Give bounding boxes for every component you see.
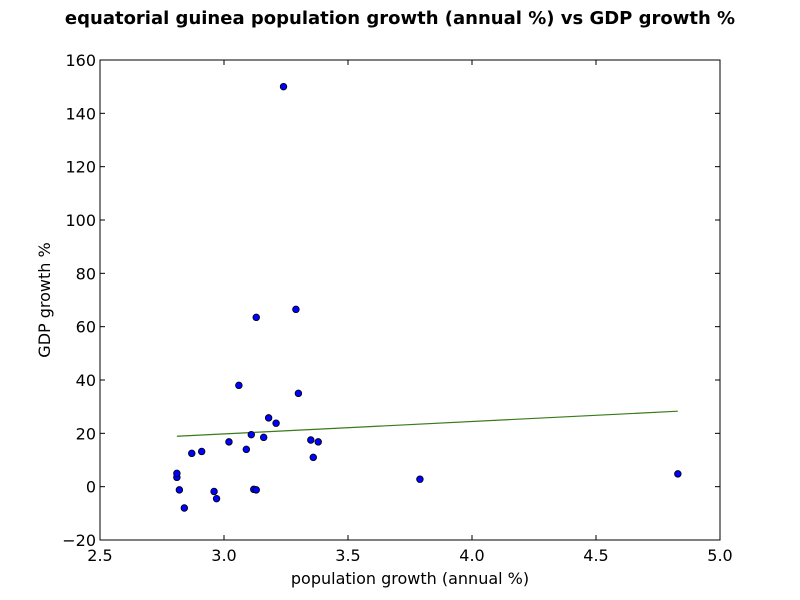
y-tick-label: 140 bbox=[65, 104, 96, 123]
data-point bbox=[279, 82, 288, 91]
data-point bbox=[292, 305, 300, 314]
y-tick-label: 160 bbox=[65, 51, 96, 70]
x-tick-label: 3.0 bbox=[211, 546, 236, 565]
data-point bbox=[309, 453, 317, 462]
data-point bbox=[252, 313, 260, 322]
x-tick-label: 4.5 bbox=[583, 546, 608, 565]
data-point bbox=[242, 445, 251, 454]
y-tick-label: 40 bbox=[76, 371, 96, 390]
x-tick-label: 5.0 bbox=[707, 546, 732, 565]
x-axis-label: population growth (annual %) bbox=[291, 569, 529, 588]
data-point bbox=[175, 486, 184, 494]
data-point bbox=[212, 494, 221, 503]
y-tick-label: 60 bbox=[76, 318, 96, 337]
data-point bbox=[225, 438, 233, 446]
data-point bbox=[247, 430, 255, 439]
data-point bbox=[307, 436, 315, 444]
y-axis-label: GDP growth % bbox=[35, 242, 54, 357]
y-tick-label: 0 bbox=[86, 478, 96, 497]
data-point bbox=[272, 419, 280, 427]
data-point bbox=[264, 414, 273, 422]
data-point bbox=[416, 475, 424, 483]
data-point bbox=[188, 449, 196, 458]
x-tick-label: 4.0 bbox=[459, 546, 484, 565]
y-tick-label: 120 bbox=[65, 158, 96, 177]
plot-frame bbox=[99, 59, 721, 541]
data-point bbox=[674, 470, 682, 478]
data-point bbox=[210, 487, 218, 496]
data-point bbox=[173, 469, 181, 478]
data-point bbox=[252, 486, 260, 494]
y-tick-label: 80 bbox=[76, 264, 96, 283]
data-point bbox=[314, 438, 322, 446]
data-point bbox=[235, 381, 243, 390]
data-point bbox=[259, 433, 268, 442]
trend-line bbox=[176, 410, 678, 437]
data-point bbox=[294, 389, 303, 398]
chart-title: equatorial guinea population growth (ann… bbox=[64, 8, 736, 29]
data-point bbox=[180, 504, 189, 512]
y-tick-label: 100 bbox=[65, 211, 96, 230]
x-tick-label: 2.5 bbox=[87, 546, 112, 565]
data-point bbox=[197, 447, 206, 456]
y-tick-label: −20 bbox=[62, 531, 96, 550]
y-tick-label: 20 bbox=[76, 424, 96, 443]
x-tick-label: 3.5 bbox=[335, 546, 360, 565]
